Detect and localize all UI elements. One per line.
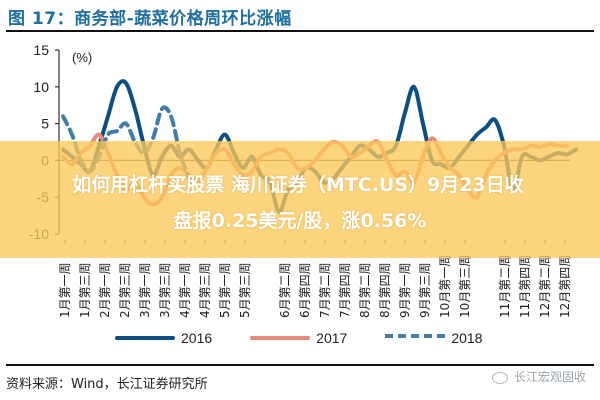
x-tick-label: 9月第一周: [398, 262, 412, 318]
x-tick-label: 6月第二周: [278, 262, 292, 318]
x-tick-label: 12月第二周: [538, 255, 552, 318]
x-tick-label: 4月第一周: [178, 262, 192, 318]
x-tick-label: 2月第三周: [118, 262, 132, 318]
watermark: 长江宏观固收: [491, 368, 586, 385]
x-tick-label: 10月第三周: [458, 255, 472, 318]
x-tick-label: 8月第四周: [378, 262, 392, 318]
legend-swatch-2017: [250, 336, 311, 340]
legend-swatch-2016: [115, 336, 175, 340]
chart-legend: 2016 2017 2018: [115, 330, 520, 346]
y-axis-unit: (%): [72, 50, 92, 65]
x-tick-label: 1月第一周: [58, 262, 72, 318]
x-tick-label: 12月第四周: [558, 255, 572, 318]
x-tick-label: 8月第二周: [358, 262, 372, 318]
banner-headline-line1[interactable]: 如何用杠杆买股票 海川证券（MTC.US）9月23日收: [72, 174, 524, 196]
legend-item-2016: 2016: [115, 330, 212, 346]
x-tick-label: 5月第一周: [218, 262, 232, 318]
svg-text:5: 5: [41, 116, 49, 132]
x-axis-labels: 1月第一周 1月第三周 2月第一周 2月第三周 3月第一周 3月第三周 4月第一周 4月第三周…: [58, 240, 572, 318]
svg-text:10: 10: [33, 79, 49, 95]
x-tick-label: 2月第一周: [98, 262, 112, 318]
x-tick-label: 11月第四周: [518, 255, 532, 318]
x-tick-label: 9月第三周: [418, 262, 432, 318]
x-tick-label: 5月第三周: [238, 262, 252, 318]
ad-banner-overlay[interactable]: [0, 141, 600, 258]
x-tick-label: 7月第二周: [318, 262, 332, 318]
figure-title: 图 17：商务部-蔬菜价格周环比涨幅: [8, 9, 292, 29]
x-tick-label: 1月第三周: [78, 262, 92, 318]
legend-label: 2017: [316, 330, 348, 346]
watermark-text: 长江宏观固收: [513, 370, 586, 384]
legend-item-2017: 2017: [250, 330, 347, 346]
wechat-icon: [491, 371, 508, 384]
x-tick-label: 3月第一周: [138, 262, 152, 318]
bottom-rule: [6, 364, 594, 366]
x-tick-label: 4月第三周: [198, 262, 212, 318]
legend-item-2018: 2018: [385, 330, 482, 346]
x-tick-label: 3月第三周: [158, 262, 172, 318]
banner-headline-line2[interactable]: 盘报0.25美元/股，涨0.56%: [173, 210, 427, 232]
legend-swatch-2018: [385, 334, 446, 342]
svg-text:15: 15: [33, 42, 49, 58]
top-rule: [6, 30, 594, 32]
x-tick-label: 7月第四周: [338, 262, 352, 318]
source-note: 资料来源：Wind，长江证券研究所: [6, 377, 208, 392]
legend-label: 2016: [181, 330, 213, 346]
legend-label: 2018: [451, 330, 483, 346]
x-tick-label: 10月第一周: [438, 255, 452, 318]
x-tick-label: 11月第二周: [498, 255, 512, 318]
x-tick-label: 6月第四周: [298, 262, 312, 318]
